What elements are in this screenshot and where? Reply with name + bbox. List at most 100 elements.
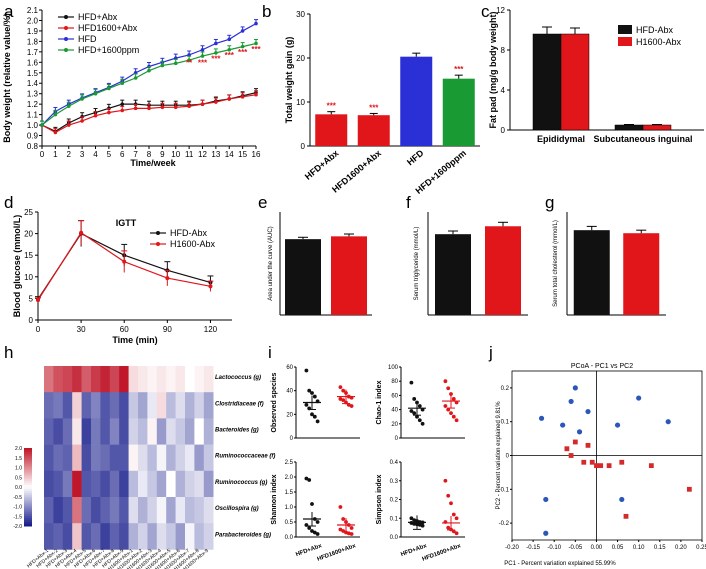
a-point (107, 110, 111, 115)
h-heat-cell (128, 444, 139, 472)
h-heat-cell (119, 470, 129, 498)
h-heat-cell (62, 497, 73, 524)
h-heat-cell (53, 523, 64, 550)
j-point-red (686, 486, 692, 492)
j-xlabel: PC1 - Percent variation explained 55.99% (504, 561, 616, 567)
h-heat-cell (91, 444, 101, 472)
c-legend-label: HFD-Abx (636, 25, 674, 35)
i-point (312, 394, 317, 399)
a-point (214, 41, 218, 46)
h-heat-cell (53, 444, 64, 472)
h-heat-cell (62, 418, 73, 445)
h-colorbar-segment (24, 510, 32, 513)
i-point (446, 493, 451, 498)
b-bar (442, 78, 475, 146)
i-point (338, 505, 343, 509)
h-colorbar-segment (24, 508, 32, 511)
h-heat-cell (100, 470, 111, 498)
h-colorbar-segment (24, 502, 32, 506)
a-point (200, 54, 205, 58)
g-ylabel: Serum total cholesterol (mmol/L) (553, 220, 559, 307)
panel-label-j: j (488, 343, 493, 362)
h-heat-cell (72, 444, 82, 472)
h-heat-cell (119, 366, 129, 393)
j-point-blue (543, 530, 549, 536)
i-ytick-label: 100 (388, 365, 399, 371)
d-xtick-label: 0 (36, 325, 41, 334)
a-point (187, 58, 191, 63)
h-heat-cell (147, 497, 158, 524)
h-heat-cell (166, 523, 176, 550)
j-point-red (585, 442, 591, 448)
h-heat-cell (138, 444, 148, 472)
i-ytick-label: 0.4 (390, 460, 399, 466)
j-point-blue (614, 422, 621, 428)
j-point-red (564, 446, 570, 452)
d-xtick-label: 30 (77, 325, 86, 334)
a-legend-marker (64, 37, 68, 41)
i-point (310, 502, 314, 506)
j-ytick-label: -0.1 (499, 487, 510, 493)
i-group-label: HFD1600+Abx (317, 543, 358, 563)
i-point (315, 419, 320, 424)
j-xtick-label: 0.05 (612, 545, 624, 551)
h-heat-cell (147, 470, 158, 498)
h-colorbar-segment (24, 469, 32, 472)
i-point (446, 407, 451, 412)
i-point (449, 411, 453, 416)
h-colorbar-segment (24, 498, 32, 502)
h-colorbar-segment (24, 518, 32, 521)
h-heat-cell (81, 523, 92, 550)
i-ylabel: Shannon index (271, 474, 278, 524)
a-ytick-label: 1.6 (27, 58, 39, 67)
a-point (160, 105, 165, 110)
h-colorbar-tick: -1.0 (13, 505, 22, 511)
j-point-blue (576, 429, 583, 435)
h-colorbar-segment (24, 485, 32, 488)
j-point-blue (560, 422, 566, 428)
i-ytick-label: 1.5 (285, 490, 294, 496)
a-ytick-label: 1.4 (27, 79, 39, 88)
j-point-red (648, 463, 654, 469)
a-significance: *** (251, 45, 261, 54)
a-ytick-label: 0.9 (27, 132, 39, 141)
i-point (449, 501, 453, 506)
a-legend-marker (64, 26, 68, 30)
a-point (107, 86, 111, 91)
d-point (208, 284, 213, 289)
i-ytick-label: 20 (391, 422, 398, 428)
i-point (443, 404, 448, 408)
i-point (310, 412, 314, 417)
a-xtick-label: 2 (67, 150, 72, 159)
i-point (446, 386, 451, 391)
a-xtick-label: 12 (198, 150, 207, 159)
i-point (420, 523, 425, 528)
a-point (53, 112, 58, 117)
h-heat-cell (109, 418, 120, 445)
j-ylabel: PC2 - Percent variation explained 9.81% (496, 401, 502, 510)
j-point-blue (619, 496, 625, 503)
f-bar (435, 234, 471, 315)
a-legend-label: HFD (78, 34, 97, 44)
i-point (310, 529, 314, 533)
b-significance: *** (369, 103, 379, 112)
h-heat-cell (156, 392, 167, 419)
h-row-label: Clostridiaceae (f) (215, 401, 264, 407)
j-title: PCoA - PC1 vs PC2 (571, 363, 633, 370)
h-colorbar-segment (24, 471, 32, 474)
c-ytick-label: 0 (501, 126, 506, 135)
i-ytick-label: 2.5 (285, 460, 294, 466)
h-heat-cell (128, 523, 139, 550)
a-xtick-label: 14 (225, 150, 234, 159)
h-heat-cell (128, 366, 139, 393)
h-row-label: Oscillospira (g) (215, 506, 259, 512)
a-point (240, 29, 245, 33)
i-point (443, 478, 448, 483)
i-ytick-label: 80 (391, 379, 398, 385)
a-ytick-label: 1.7 (27, 48, 39, 57)
i-point (315, 532, 320, 536)
a-point (53, 130, 58, 135)
h-colorbar-segment (24, 479, 32, 482)
i-ytick-label: 1.0 (285, 505, 294, 511)
